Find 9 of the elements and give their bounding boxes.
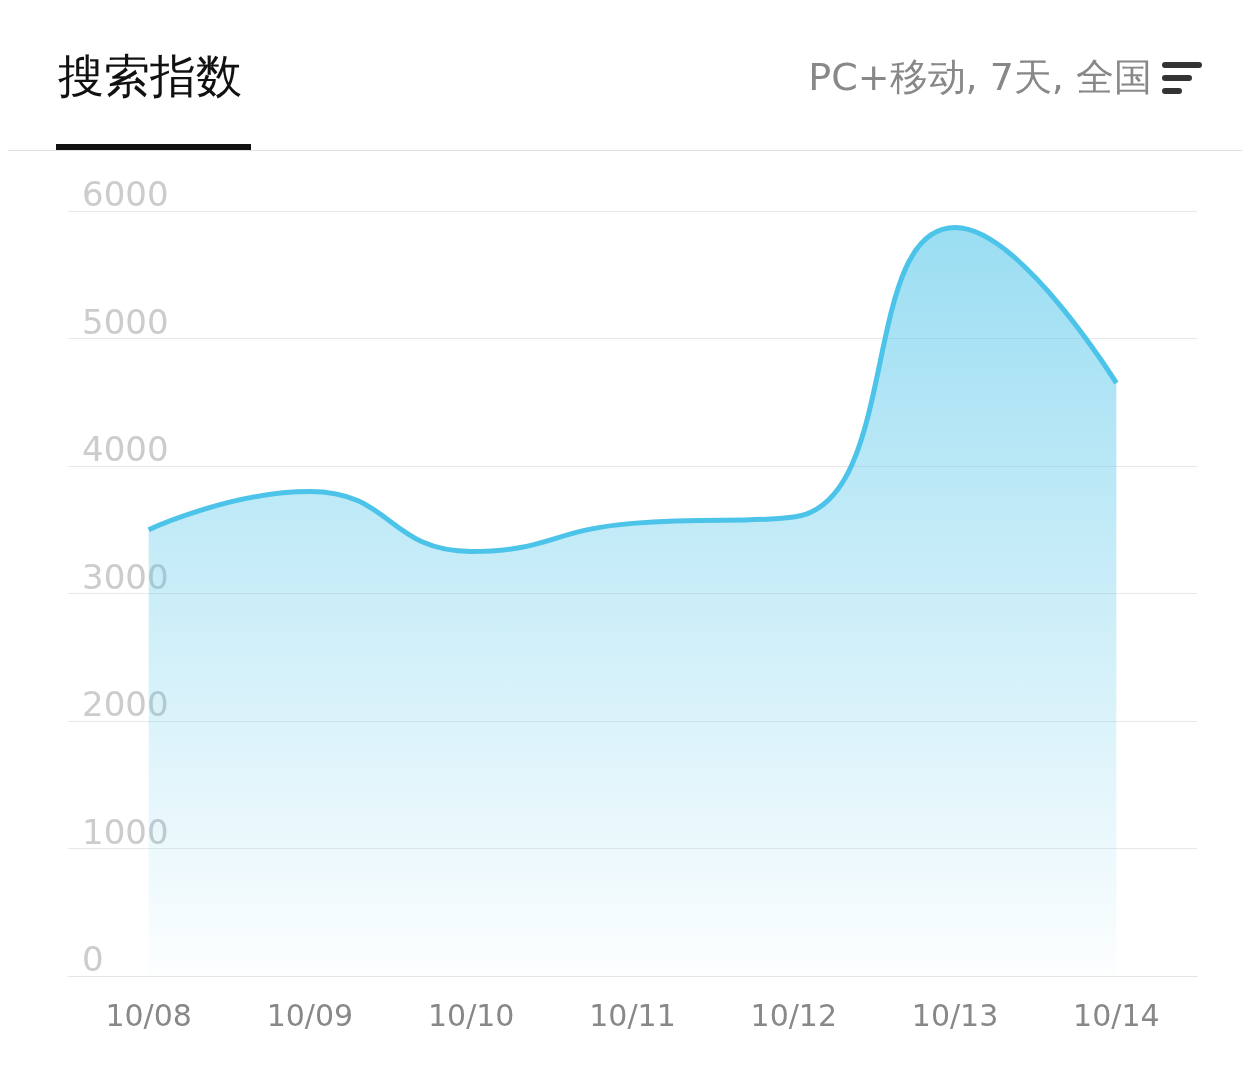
x-tick-label: 10/10 — [427, 997, 515, 1033]
chart-subtitle: PC+移动, 7天, 全国 — [808, 54, 1152, 101]
x-tick-label: 10/08 — [105, 997, 192, 1033]
x-tick-label: 10/12 — [750, 997, 838, 1033]
x-tick-label: 10/09 — [266, 997, 354, 1033]
x-tick-label: 10/11 — [589, 997, 676, 1033]
x-tick-label: 10/13 — [911, 997, 999, 1033]
chart-title: 搜索指数 — [58, 48, 242, 105]
x-tick-label: 10/14 — [1073, 997, 1160, 1033]
